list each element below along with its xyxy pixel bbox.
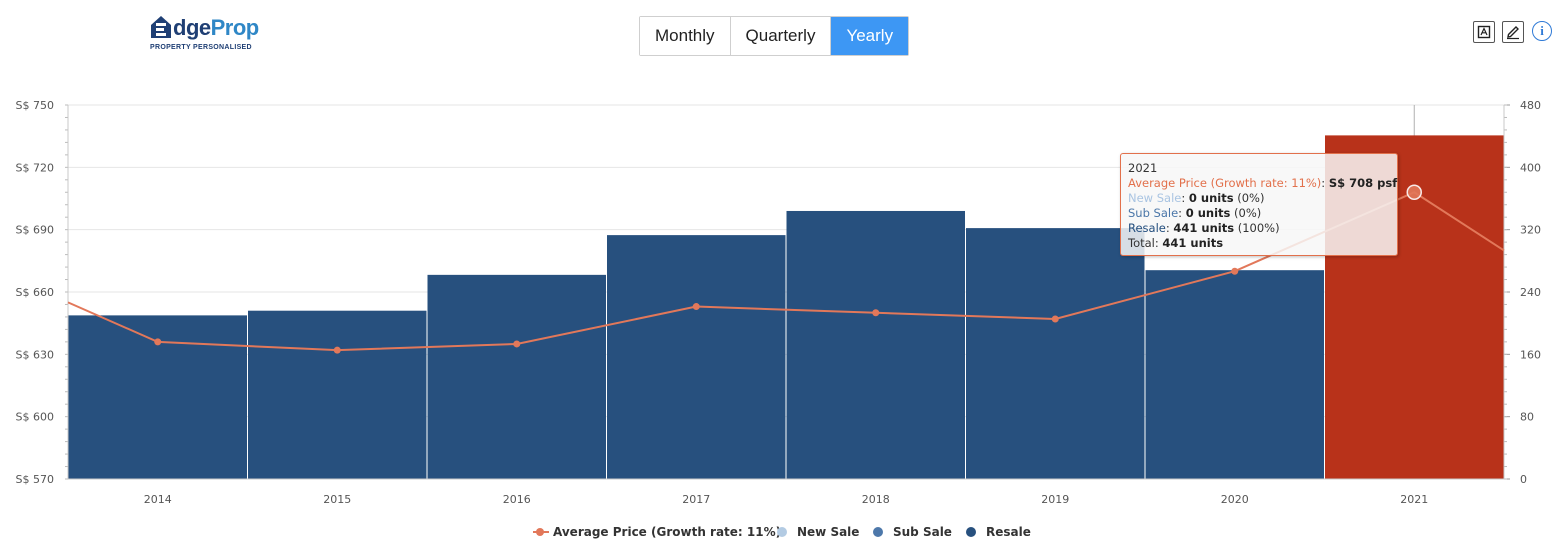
average-price-point-2017	[692, 303, 700, 311]
tooltip-avg-value: S$ 708 psf	[1328, 176, 1398, 190]
y-right-tick-label: 480	[1520, 99, 1541, 112]
legend-dot-swatch	[777, 527, 787, 537]
tooltip-new-label: New Sale	[1128, 191, 1182, 205]
x-tick-label: 2019	[1041, 493, 1069, 506]
x-tick-label: 2017	[682, 493, 710, 506]
y-right-tick-label: 160	[1520, 348, 1541, 361]
x-tick-label: 2014	[144, 493, 172, 506]
bar-resale-2020	[1145, 270, 1324, 479]
legend-label: Average Price (Growth rate: 11%)	[553, 525, 782, 539]
legend-dot-swatch	[536, 528, 544, 536]
average-price-point-2014	[154, 338, 162, 346]
legend-label: Sub Sale	[893, 525, 952, 539]
legend-item-new-sale[interactable]: New Sale	[777, 522, 859, 542]
edit-button[interactable]	[1502, 21, 1524, 43]
legend-item-average-price[interactable]: Average Price (Growth rate: 11%)	[533, 522, 781, 542]
average-price-point-2016	[513, 340, 521, 348]
chart-tooltip: 2021 Average Price (Growth rate: 11%): S…	[1120, 153, 1398, 256]
y-left-tick-label: S$ 690	[16, 224, 54, 237]
tab-monthly[interactable]: Monthly	[640, 17, 731, 55]
bar-resale-2015	[248, 310, 427, 479]
bar-resale-2016	[427, 274, 606, 479]
bar-resale-2019	[966, 228, 1145, 479]
average-price-point-2020	[1231, 267, 1239, 275]
logo-wordmark: EdgeProp	[173, 15, 259, 40]
x-tick-label: 2021	[1400, 493, 1428, 506]
legend-dot-swatch	[966, 527, 976, 537]
tooltip-sub-value: 0 units	[1185, 206, 1231, 220]
average-price-point-highlight	[1406, 184, 1422, 201]
average-price-point-2015	[333, 346, 341, 354]
house-logo-icon	[151, 16, 171, 38]
tooltip-res-label: Resale	[1128, 221, 1166, 235]
period-tabs: Monthly Quarterly Yearly	[639, 16, 910, 56]
axis-labels: S$ 570 S$ 600 S$ 630 S$ 660 S$ 690 S$ 720 S$ 7…	[16, 99, 1541, 506]
x-tick-label: 2015	[323, 493, 351, 506]
legend-dot-swatch	[873, 527, 883, 537]
legend-item-resale[interactable]: Resale	[966, 522, 1031, 542]
info-icon[interactable]: i	[1532, 21, 1552, 41]
legend-label: New Sale	[797, 525, 860, 539]
tooltip-total-label: Total	[1128, 236, 1155, 250]
edgeprop-logo[interactable]: EdgeProp PROPERTY PERSONALISED	[150, 15, 260, 55]
tooltip-avg-label: Average Price (Growth rate: 11%)	[1128, 176, 1322, 190]
bar-resale-2017	[607, 235, 786, 479]
axes	[65, 104, 1510, 480]
tooltip-res-pct: (100%)	[1237, 221, 1280, 235]
legend-label: Resale	[986, 525, 1031, 539]
y-left-tick-label: S$ 660	[16, 286, 54, 299]
tooltip-year: 2021	[1128, 161, 1158, 175]
y-right-tick-label: 400	[1520, 161, 1541, 174]
logo-tagline: PROPERTY PERSONALISED	[150, 44, 252, 51]
average-price-point-2019	[1051, 315, 1059, 323]
tooltip-res-value: 441 units	[1173, 221, 1235, 235]
y-left-tick-label: S$ 600	[16, 411, 54, 424]
y-left-tick-label: S$ 750	[16, 99, 54, 112]
crop-icon	[1477, 25, 1491, 39]
tooltip-sub-label: Sub Sale	[1128, 206, 1179, 220]
average-price-point-2018	[872, 309, 880, 317]
y-right-tick-label: 320	[1520, 224, 1541, 237]
y-left-tick-label: S$ 630	[16, 348, 54, 361]
legend-item-sub-sale[interactable]: Sub Sale	[873, 522, 952, 542]
chart-legend: Average Price (Growth rate: 11%) New Sal…	[0, 522, 1568, 542]
y-right-tick-label: 240	[1520, 286, 1541, 299]
tooltip-new-value: 0 units	[1188, 191, 1234, 205]
y-right-tick-label: 0	[1520, 473, 1527, 486]
tooltip-new-pct: (0%)	[1237, 191, 1265, 205]
tooltip-sub-pct: (0%)	[1234, 206, 1262, 220]
y-left-tick-label: S$ 570	[16, 473, 54, 486]
tab-yearly[interactable]: Yearly	[831, 17, 909, 55]
y-right-tick-label: 80	[1520, 411, 1534, 424]
crop-button[interactable]	[1473, 21, 1495, 43]
x-tick-label: 2016	[503, 493, 531, 506]
tab-quarterly[interactable]: Quarterly	[730, 17, 832, 55]
bar-resale-2018	[786, 210, 965, 479]
tooltip-total-value: 441 units	[1162, 236, 1224, 250]
x-tick-label: 2020	[1221, 493, 1249, 506]
y-left-tick-label: S$ 720	[16, 161, 54, 174]
pencil-icon	[1507, 26, 1519, 40]
x-tick-label: 2018	[862, 493, 890, 506]
